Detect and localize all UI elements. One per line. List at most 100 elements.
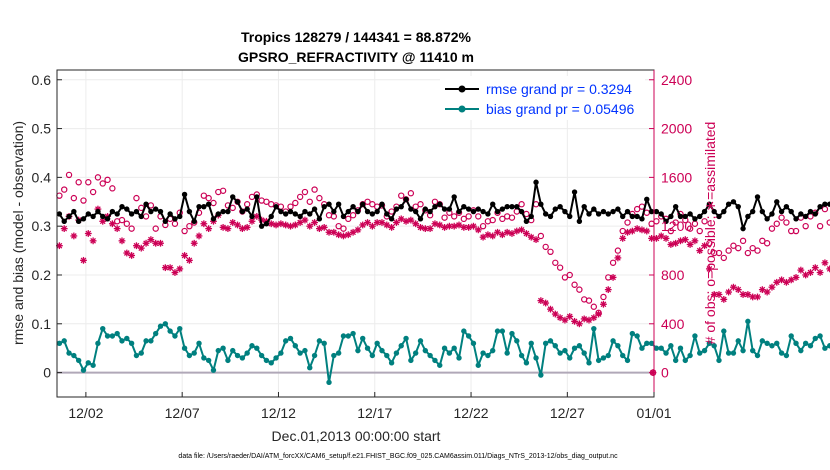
bias-point	[61, 338, 67, 344]
rmse-point	[605, 211, 611, 217]
obs-assimilated-point	[272, 221, 280, 229]
rmse-point	[769, 211, 775, 217]
bias-point	[388, 360, 395, 366]
obs-assimilated-point	[633, 225, 641, 233]
obs-possible-point	[730, 242, 737, 249]
y-left-tick-label-4: 0.4	[32, 169, 52, 185]
bias-point	[350, 330, 356, 337]
rmse-point	[581, 203, 587, 210]
obs-possible-point	[475, 213, 482, 220]
rmse-point	[307, 211, 313, 217]
rmse-point	[499, 206, 506, 212]
rmse-point	[268, 213, 274, 220]
obs-assimilated-point	[412, 220, 420, 228]
bias-point	[364, 345, 371, 351]
rmse-point	[172, 216, 178, 222]
bias-point	[754, 352, 761, 359]
rmse-point	[528, 213, 534, 220]
obs-assimilated-point	[768, 283, 776, 291]
rmse-point	[249, 213, 255, 220]
bias-point	[254, 345, 260, 351]
rmse-point	[547, 213, 554, 220]
bias-point	[369, 352, 376, 359]
x-tick-label-0: 12/02	[68, 405, 103, 421]
obs-possible-point	[123, 220, 131, 227]
obs-assimilated-point	[147, 236, 155, 244]
obs-assimilated-point	[628, 227, 636, 235]
bias-point	[239, 355, 246, 361]
rmse-point	[287, 208, 294, 215]
obs-assimilated-point	[364, 219, 371, 226]
obs-assimilated-point	[378, 219, 386, 226]
bias-point	[615, 343, 621, 349]
bias-point	[672, 357, 679, 364]
axes: 0 0.1 0.2 0.3 0.4 0.5 0.6 0 400 800 1200 1600 2000 24…	[32, 70, 692, 421]
obs-assimilated-point	[758, 286, 766, 294]
rmse-point	[485, 211, 491, 217]
obs-possible-point	[61, 186, 68, 193]
obs-possible-point	[316, 194, 323, 202]
bias-point	[749, 347, 756, 354]
obs-assimilated-point	[330, 228, 338, 236]
obs-assimilated-point	[407, 216, 415, 224]
obs-assimilated-point	[152, 239, 160, 247]
chart-title: Tropics 128279 / 144341 = 88.872%	[241, 29, 472, 45]
obs-assimilated-point	[60, 225, 68, 233]
bias-point	[75, 357, 82, 364]
rmse-point	[71, 208, 77, 215]
rmse-point	[470, 208, 477, 215]
rmse-point	[95, 208, 101, 215]
obs-assimilated-point	[590, 314, 598, 322]
obs-possible-point	[499, 215, 506, 223]
obs-possible-point	[508, 214, 516, 221]
obs-assimilated-point	[354, 226, 362, 234]
obs-possible-point	[99, 180, 106, 187]
obs-assimilated-point	[108, 220, 116, 228]
bias-point	[138, 350, 144, 356]
obs-assimilated-point	[287, 222, 294, 230]
rmse-point	[340, 213, 347, 220]
obs-assimilated-point	[200, 220, 208, 228]
rmse-point	[716, 213, 722, 220]
obs-assimilated-point	[368, 222, 376, 230]
rmse-point	[817, 203, 823, 210]
bias-point	[620, 352, 626, 359]
rmse-point	[210, 216, 217, 222]
bias-point	[437, 362, 443, 368]
obs-assimilated-point	[224, 225, 232, 233]
rmse-point	[480, 208, 486, 215]
obs-assimilated-point	[181, 252, 188, 259]
rmse-point	[533, 179, 539, 185]
obs-assimilated-point	[797, 266, 805, 274]
rmse-point	[745, 213, 751, 220]
obs-possible-point	[104, 176, 111, 184]
bias-point	[721, 328, 727, 334]
obs-assimilated-point	[782, 278, 790, 286]
rmse-point	[648, 208, 655, 215]
obs-assimilated-point	[513, 227, 521, 235]
rmse-point	[177, 213, 183, 220]
obs-possible-point	[624, 219, 631, 226]
bias-point	[687, 352, 693, 359]
obs-assimilated-point	[643, 227, 651, 235]
bias-point	[205, 357, 212, 364]
bias-point	[432, 357, 438, 364]
legend-box	[440, 76, 645, 120]
bias-point	[639, 345, 645, 351]
obs-possible-point	[749, 244, 756, 252]
bias-point	[56, 340, 63, 347]
obs-possible-point	[417, 201, 424, 208]
bias-point	[230, 347, 236, 354]
rmse-point	[316, 216, 323, 222]
rmse-point	[201, 203, 207, 210]
bias-point	[629, 330, 636, 337]
bias-point	[374, 340, 380, 347]
bias-point	[393, 350, 400, 356]
bias-point	[518, 352, 525, 359]
obs-assimilated-point	[157, 239, 164, 247]
rmse-point	[162, 218, 169, 224]
obs-possible-point	[686, 225, 694, 232]
rmse-point	[282, 211, 289, 217]
rmse-point	[234, 199, 241, 205]
data-file-footer: data file: /Users/raeder/DAI/ATM_forcXX/…	[178, 453, 618, 460]
